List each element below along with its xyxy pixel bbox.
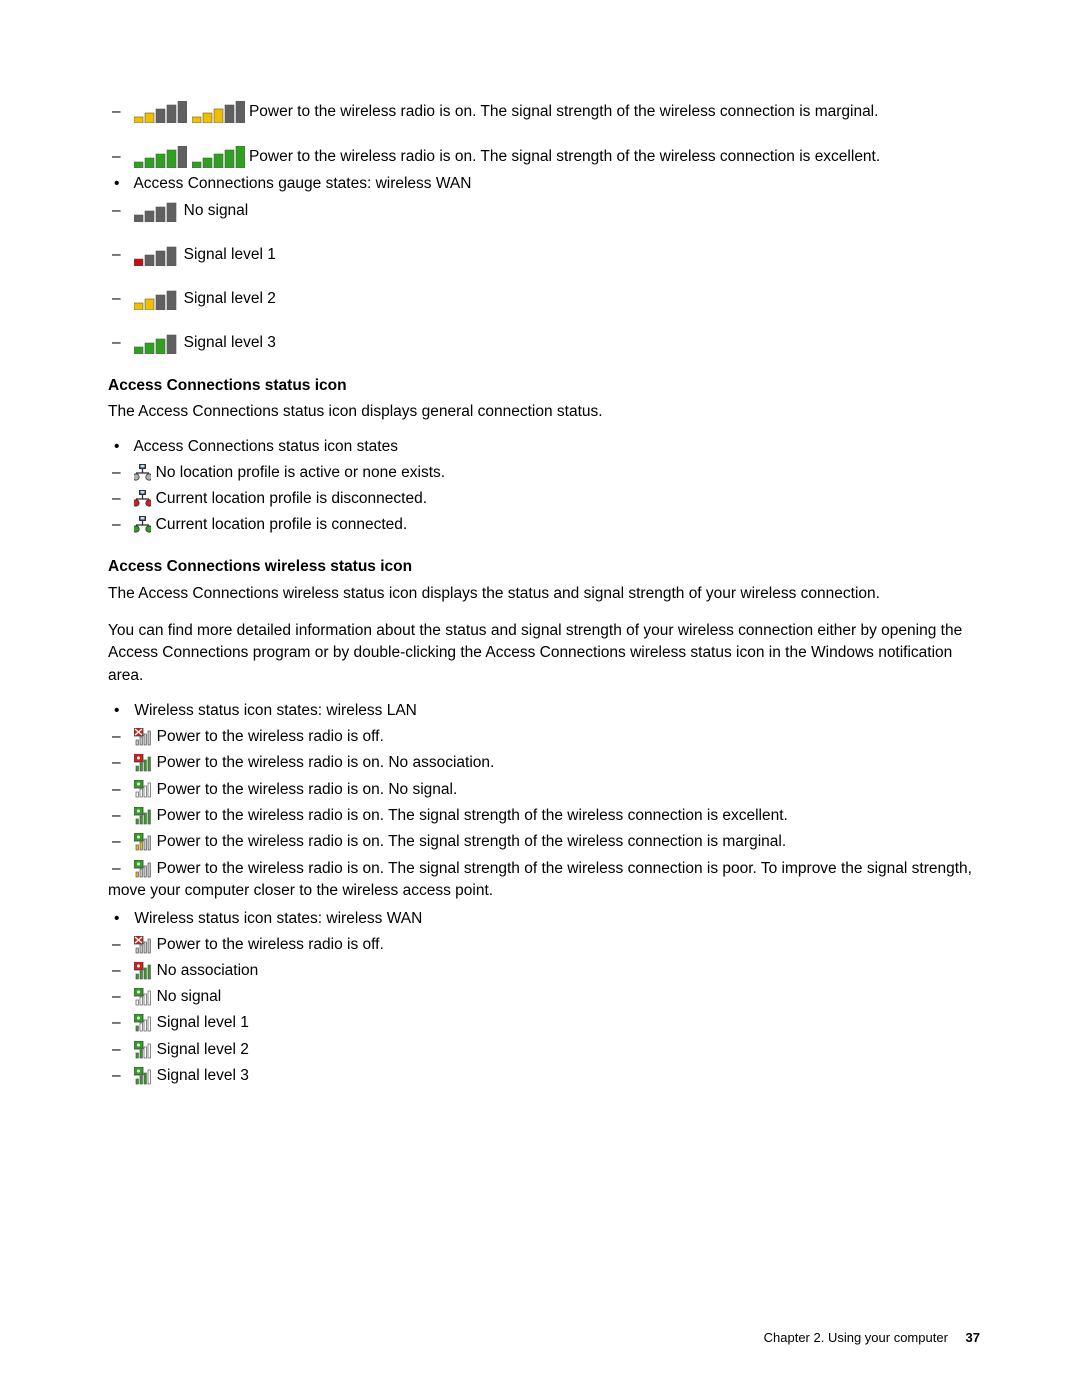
text: Current location profile is connected. <box>156 516 408 533</box>
page-footer: Chapter 2. Using your computer 37 <box>764 1330 980 1347</box>
signal-bars-icon <box>192 103 249 120</box>
wireless-icon <box>134 962 156 979</box>
section-desc: The Access Connections status icon displ… <box>108 402 980 422</box>
lan-marg-row: Power to the wireless radio is on. The s… <box>108 832 980 852</box>
section-more: You can find more detailed information a… <box>108 620 980 687</box>
lan-exc-row: Power to the wireless radio is on. The s… <box>108 806 980 826</box>
text: Power to the wireless radio is off. <box>157 728 384 745</box>
wan-l3-row: Signal level 3 <box>108 332 980 354</box>
wireless-icon <box>134 833 156 850</box>
lan-off-row: Power to the wireless radio is off. <box>108 727 980 747</box>
wireless-icon <box>134 781 156 798</box>
wan2-title: Wireless status icon states: wireless WA… <box>108 909 980 929</box>
wireless-icon <box>134 988 156 1005</box>
signal-bars-icon <box>134 290 183 307</box>
lan-title: Wireless status icon states: wireless LA… <box>108 701 980 721</box>
lan-poor-row: Power to the wireless radio is on. The s… <box>108 858 980 903</box>
text: Signal level 3 <box>157 1067 249 1084</box>
wireless-icon <box>134 807 156 824</box>
text: Power to the wireless radio is on. No as… <box>157 754 495 771</box>
text: Access Connections status icon states <box>133 438 398 455</box>
wan-l1-row: Signal level 1 <box>108 244 980 266</box>
text: Wireless status icon states: wireless LA… <box>134 702 417 719</box>
wireless-icon <box>134 1041 156 1058</box>
lan-noassoc-row: Power to the wireless radio is on. No as… <box>108 753 980 773</box>
signal-bars-icon <box>192 148 249 165</box>
footer-page-number: 37 <box>966 1330 980 1345</box>
wan2-l1-row: Signal level 1 <box>108 1013 980 1033</box>
status-none-row: No location profile is active or none ex… <box>108 463 980 483</box>
wireless-icon <box>134 860 156 877</box>
wireless-icon <box>134 1014 156 1031</box>
text: No location profile is active or none ex… <box>156 464 445 481</box>
wan-none-row: No signal <box>108 200 980 222</box>
status-icon <box>134 464 155 481</box>
text: Signal level 3 <box>184 334 276 351</box>
text: Signal level 2 <box>184 290 276 307</box>
section-desc: The Access Connections wireless status i… <box>108 583 980 605</box>
section-title: Access Connections status icon <box>108 376 980 396</box>
status-icon <box>134 490 155 507</box>
wan-l2-row: Signal level 2 <box>108 288 980 310</box>
text: Power to the wireless radio is on. The s… <box>249 103 879 120</box>
text: No signal <box>157 988 222 1005</box>
gauge-excellent-row: Power to the wireless radio is on. The s… <box>108 146 980 169</box>
wireless-icon <box>134 1067 156 1084</box>
status-icon-states: Access Connections status icon states <box>108 437 980 457</box>
section-title: Access Connections wireless status icon <box>108 557 980 577</box>
text: Wireless status icon states: wireless WA… <box>134 910 422 927</box>
text: Current location profile is disconnected… <box>156 490 427 507</box>
text: Signal level 1 <box>157 1014 249 1031</box>
wireless-icon <box>134 754 156 771</box>
signal-bars-icon <box>134 103 191 120</box>
wan2-off-row: Power to the wireless radio is off. <box>108 935 980 955</box>
text: Power to the wireless radio is on. The s… <box>249 148 880 165</box>
wan2-noassoc-row: No association <box>108 961 980 981</box>
wireless-icon <box>134 936 156 953</box>
gauge-marginal-row: Power to the wireless radio is on. The s… <box>108 101 980 124</box>
signal-bars-icon <box>134 334 183 351</box>
lan-nosig-row: Power to the wireless radio is on. No si… <box>108 780 980 800</box>
text: No signal <box>184 202 249 219</box>
text: No association <box>157 962 259 979</box>
signal-bars-icon <box>134 148 191 165</box>
wan2-l2-row: Signal level 2 <box>108 1040 980 1060</box>
text: Power to the wireless radio is on. The s… <box>157 833 787 850</box>
text: Signal level 2 <box>157 1041 249 1058</box>
signal-bars-icon <box>134 202 183 219</box>
wireless-icon <box>134 728 156 745</box>
wan-gauge-title: Access Connections gauge states: wireles… <box>108 174 980 194</box>
text: Signal level 1 <box>184 246 276 263</box>
text: Power to the wireless radio is off. <box>157 936 384 953</box>
wan2-nosig-row: No signal <box>108 987 980 1007</box>
status-disc-row: Current location profile is disconnected… <box>108 489 980 509</box>
footer-chapter: Chapter 2. Using your computer <box>764 1330 948 1345</box>
text: Power to the wireless radio is on. The s… <box>157 807 788 824</box>
signal-bars-icon <box>134 246 183 263</box>
status-icon <box>134 516 155 533</box>
text: Access Connections gauge states: wireles… <box>133 175 471 192</box>
text: Power to the wireless radio is on. The s… <box>108 860 972 899</box>
status-conn-row: Current location profile is connected. <box>108 515 980 535</box>
text: Power to the wireless radio is on. No si… <box>157 781 458 798</box>
wan2-l3-row: Signal level 3 <box>108 1066 980 1086</box>
